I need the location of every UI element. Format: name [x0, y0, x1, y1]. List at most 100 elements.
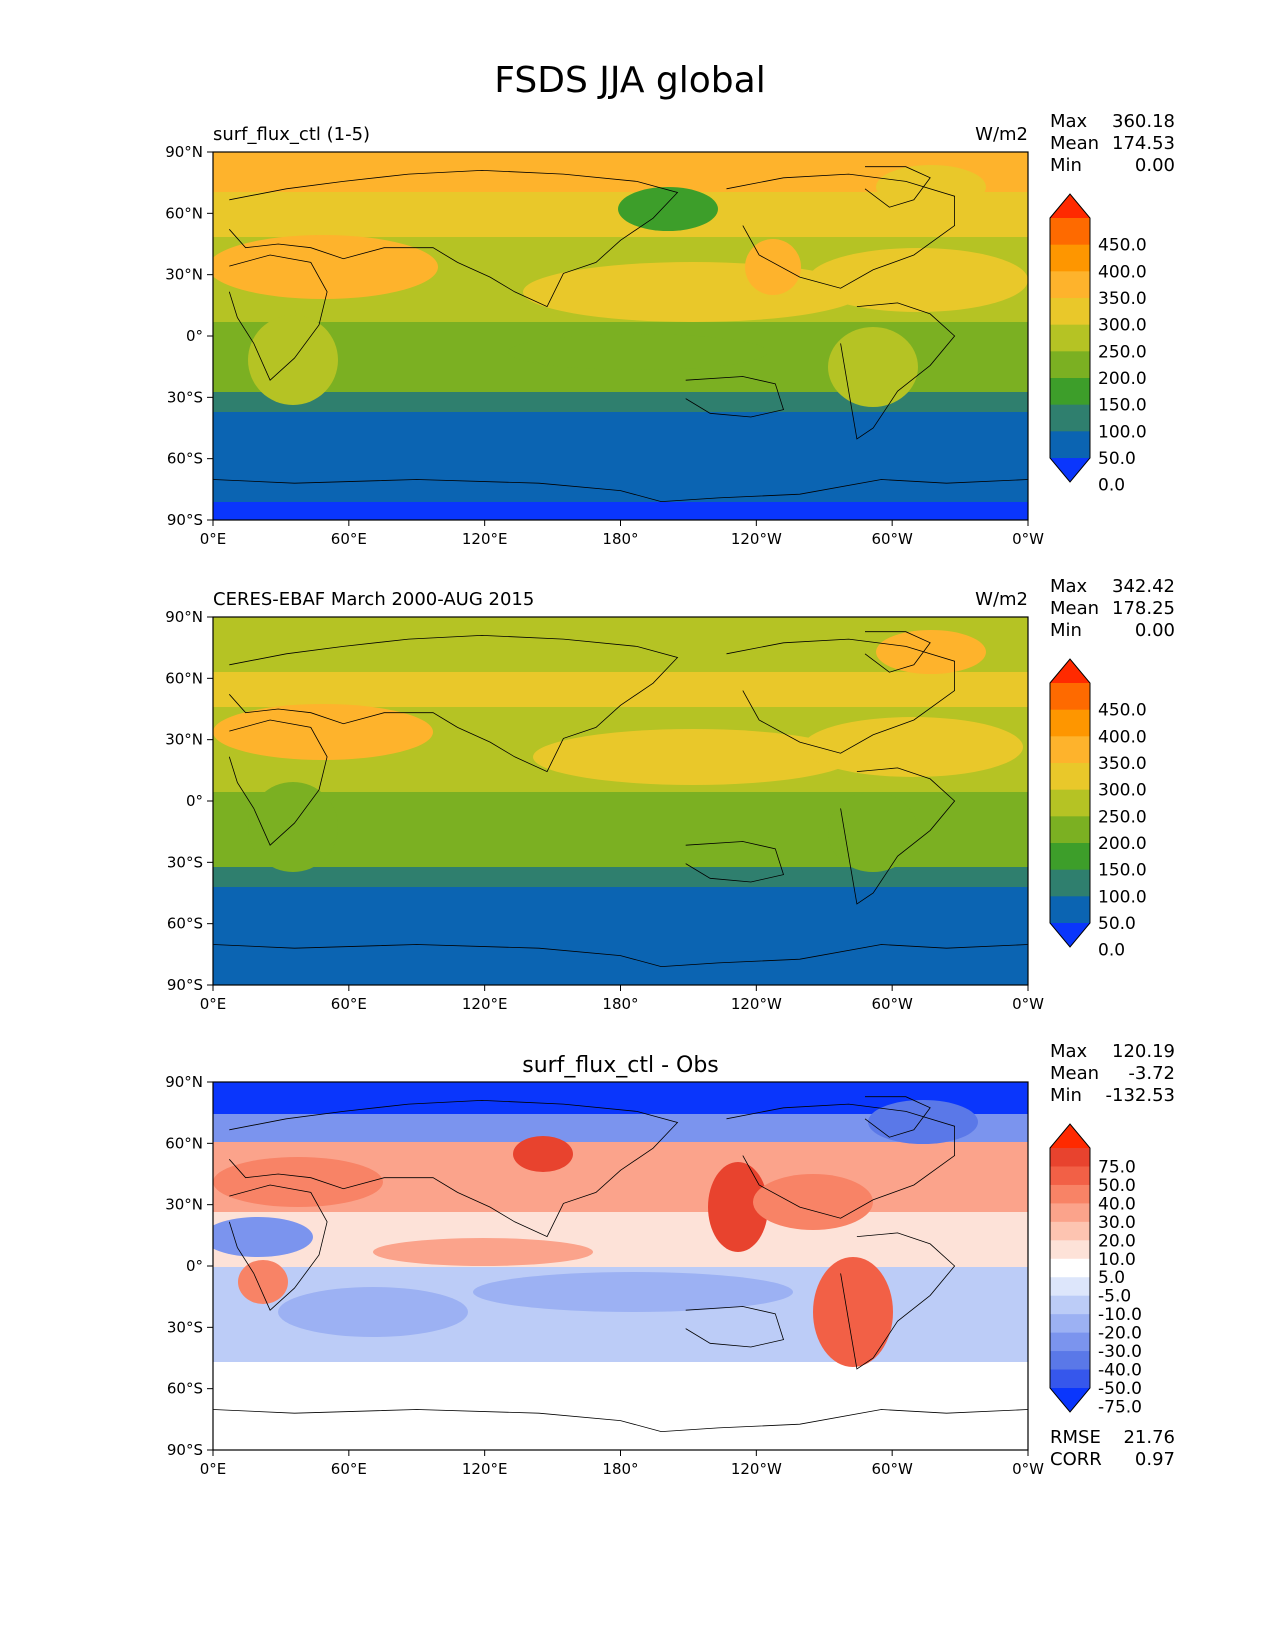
- colorbar-tick-label: 400.0: [1098, 727, 1147, 747]
- y-tick-label: 60°N: [165, 1134, 203, 1152]
- x-tick-label: 0°E: [200, 995, 227, 1013]
- stat-value-mean: 174.53: [1112, 133, 1175, 154]
- colorbar-segment: [1050, 736, 1090, 764]
- y-tick-label: 0°: [186, 1257, 203, 1275]
- field-region: [708, 1162, 768, 1252]
- field-region: [803, 717, 1023, 777]
- coastline: [228, 254, 328, 381]
- colorbar-tick-label: 50.0: [1098, 449, 1136, 469]
- colorbar-segment: [1050, 378, 1090, 406]
- colorbar-segment: [1050, 244, 1090, 272]
- colorbar-segment: [1050, 218, 1090, 246]
- colorbar-segment: [1050, 1184, 1090, 1204]
- coastline: [685, 376, 785, 418]
- field-region: [868, 1100, 978, 1144]
- colorbar: 450.0 400.0 350.0 300.0 250.0 200.0 150.0 100.0…: [1049, 658, 1147, 961]
- colorbar-bottom-extension: [1050, 923, 1090, 947]
- coastline: [213, 479, 1028, 503]
- colorbar-segment: [1050, 816, 1090, 844]
- stat-label-max: Max: [1050, 576, 1088, 597]
- colorbar-segment: [1050, 763, 1090, 791]
- coastline: [864, 631, 931, 673]
- map-panel-1: surf_flux_ctl (1-5) W/m2 0°E 60°E 120°E 180° 1…: [165, 111, 1175, 548]
- x-tick-label: 120°W: [731, 1460, 782, 1478]
- field-region: [523, 262, 863, 322]
- field-region: [808, 248, 1028, 312]
- colorbar-tick-label: 150.0: [1098, 861, 1147, 881]
- x-tick-label: 120°E: [462, 530, 508, 548]
- field-region: [278, 1287, 468, 1337]
- stat-label-mean: Mean: [1050, 1063, 1099, 1084]
- stat-label-min: Min: [1050, 620, 1082, 641]
- colorbar-segment: [1050, 789, 1090, 817]
- field-region: [828, 792, 918, 872]
- stat-label-corr: CORR: [1050, 1449, 1102, 1470]
- map-panel-3: surf_flux_ctl - Obs 0°E 60°E 120°E 180° 120°W…: [165, 1041, 1175, 1478]
- field-region: [373, 1238, 593, 1266]
- x-tick-label: 0°W: [1012, 530, 1044, 548]
- x-tick-label: 60°E: [331, 995, 367, 1013]
- coastline: [213, 944, 1028, 968]
- y-tick-label: 90°S: [167, 976, 203, 994]
- x-tick-label: 60°E: [331, 530, 367, 548]
- coastline: [685, 841, 785, 883]
- colorbar-tick-label: -30.0: [1098, 1342, 1142, 1362]
- colorbar: 450.0 400.0 350.0 300.0 250.0 200.0 150.0 100.0…: [1049, 193, 1147, 496]
- colorbar-tick-label: 150.0: [1098, 396, 1147, 416]
- x-tick-label: 180°: [602, 995, 638, 1013]
- colorbar-segment: [1050, 869, 1090, 897]
- stat-value-min: 0.00: [1135, 620, 1175, 641]
- colorbar-segment: [1050, 1351, 1090, 1371]
- colorbar-tick-label: 350.0: [1098, 754, 1147, 774]
- colorbar-tick-label: 5.0: [1098, 1268, 1125, 1288]
- field-region: [618, 187, 718, 231]
- colorbar-segment: [1050, 1148, 1090, 1167]
- field-region: [248, 782, 338, 872]
- x-tick-label: 180°: [602, 1460, 638, 1478]
- x-tick-label: 60°E: [331, 1460, 367, 1478]
- field-band: [213, 887, 1028, 985]
- field-region: [213, 1217, 313, 1257]
- colorbar-tick-label: 75.0: [1098, 1157, 1136, 1177]
- y-tick-label: 60°S: [167, 1380, 203, 1398]
- field-band: [213, 672, 1028, 707]
- y-tick-label: 90°S: [167, 511, 203, 529]
- field-region: [213, 704, 433, 760]
- x-tick-label: 120°E: [462, 1460, 508, 1478]
- map-panel-2: CERES-EBAF March 2000-AUG 2015 W/m2 0°E 60°…: [165, 576, 1175, 1013]
- x-tick-label: 60°W: [871, 995, 913, 1013]
- stat-label-mean: Mean: [1050, 598, 1099, 619]
- field-region: [248, 315, 338, 405]
- colorbar-tick-label: 200.0: [1098, 369, 1147, 389]
- stat-label-max: Max: [1050, 111, 1088, 132]
- field-band: [213, 502, 1028, 520]
- stat-label-rmse: RMSE: [1050, 1427, 1101, 1448]
- coastline: [864, 1096, 931, 1138]
- coastline: [840, 767, 956, 905]
- colorbar-segment: [1050, 1295, 1090, 1315]
- colorbar-tick-label: -5.0: [1098, 1287, 1131, 1307]
- field-band: [213, 1212, 1028, 1267]
- coastline: [229, 1099, 679, 1238]
- field-region: [473, 1272, 793, 1312]
- y-tick-label: 30°S: [167, 1318, 203, 1336]
- colorbar-tick-label: -10.0: [1098, 1305, 1142, 1325]
- x-tick-label: 180°: [602, 530, 638, 548]
- y-tick-label: 30°S: [167, 853, 203, 871]
- colorbar-segment: [1050, 1166, 1090, 1186]
- colorbar-segment: [1050, 431, 1090, 459]
- panel-title-left: surf_flux_ctl (1-5): [213, 124, 370, 145]
- map-field: [213, 152, 1028, 520]
- map-field: [213, 617, 1028, 985]
- coastline: [228, 719, 328, 846]
- colorbar-tick-label: -75.0: [1098, 1397, 1142, 1417]
- y-tick-label: 60°S: [167, 915, 203, 933]
- stat-label-min: Min: [1050, 155, 1082, 176]
- colorbar-tick-label: 450.0: [1098, 701, 1147, 721]
- coastline: [229, 169, 679, 308]
- x-tick-label: 0°E: [200, 1460, 227, 1478]
- colorbar-tick-label: 50.0: [1098, 1176, 1136, 1196]
- colorbar-tick-label: 20.0: [1098, 1231, 1136, 1251]
- colorbar-tick-label: 10.0: [1098, 1250, 1136, 1270]
- field-region: [745, 239, 801, 295]
